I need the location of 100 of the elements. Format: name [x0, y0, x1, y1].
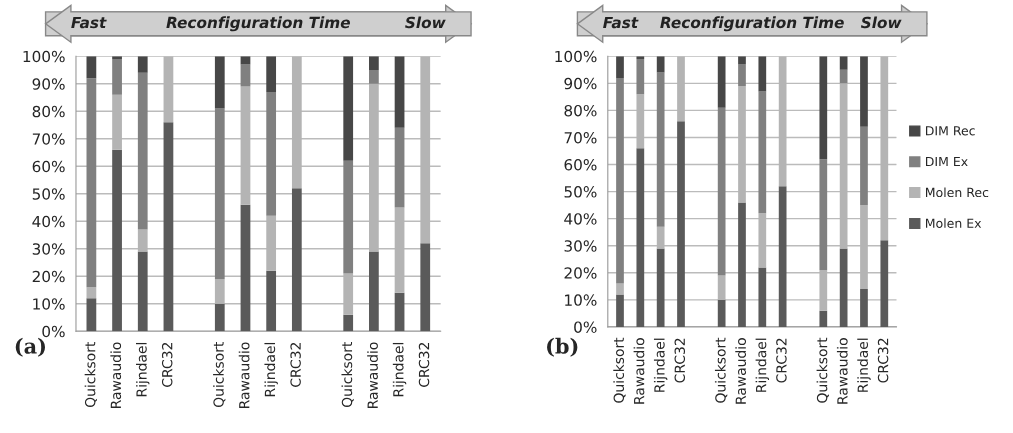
bar [343, 160, 354, 274]
bar [860, 126, 868, 206]
bar [819, 159, 828, 271]
bar [839, 56, 848, 70]
bar [214, 108, 225, 279]
text: Reconfiguration Time [660, 16, 844, 32]
bar [369, 56, 379, 71]
bar [656, 56, 665, 73]
y-tick-label: 100% [23, 50, 65, 63]
x-tick-label: Rawaudio [633, 338, 645, 404]
x-tick-label: CRC32 [418, 343, 430, 387]
legend-label: DIM Ex [926, 156, 968, 167]
x-tick-label: Quicksort [816, 337, 829, 403]
bar [291, 188, 302, 332]
bar [343, 314, 354, 332]
legend-label: Molen Rec [926, 187, 989, 198]
bar [616, 283, 624, 295]
bar [677, 121, 685, 327]
text: Fast [603, 16, 639, 29]
y-tick-label: 10% [33, 298, 65, 310]
bar [738, 202, 746, 327]
bar [214, 303, 225, 332]
bar [616, 56, 624, 78]
bar [86, 78, 97, 288]
bar [758, 267, 767, 327]
bar [819, 310, 828, 327]
bar [420, 243, 431, 332]
bar [163, 122, 174, 332]
y-tick-label: 90% [32, 78, 65, 90]
bar [880, 240, 889, 327]
x-tick-label: CRC32 [877, 338, 889, 383]
text: (a) [15, 337, 46, 357]
bar [240, 204, 251, 332]
y-tick-label: 30% [32, 243, 65, 255]
bar [137, 72, 148, 230]
x-tick-label: Rawaudio [238, 342, 250, 408]
x-tick-label: Quicksort [613, 337, 626, 403]
bar [394, 292, 405, 332]
bar [778, 186, 787, 327]
bar [369, 251, 379, 332]
bar [616, 77, 624, 284]
y-tick-label: 20% [32, 270, 65, 283]
x-tick-label: CRC32 [161, 343, 173, 387]
y-tick-label: 40% [564, 213, 597, 225]
bar [343, 56, 354, 161]
legend-label: DIM Rec [926, 126, 975, 136]
bar [758, 56, 767, 92]
bar [717, 56, 726, 108]
x-tick-label: Rijndael [755, 338, 770, 392]
bar [717, 107, 726, 276]
y-tick-label: 100% [555, 50, 597, 63]
bar [717, 299, 726, 327]
y-tick-label: 0% [574, 321, 597, 333]
bar [394, 56, 405, 128]
x-tick-label: Rijndael [653, 338, 668, 392]
x-tick-label: Quicksort [714, 337, 728, 403]
text: (b) [547, 337, 578, 357]
x-tick-label: Rawaudio [110, 342, 122, 408]
x-tick-label: Rawaudio [735, 338, 747, 404]
y-tick-label: 80% [32, 105, 65, 118]
bar [86, 287, 97, 299]
x-tick-label: Rijndael [857, 338, 871, 392]
bar [656, 72, 665, 227]
y-tick-label: 0% [42, 325, 65, 338]
text: Slow [405, 16, 446, 29]
bar [758, 91, 767, 214]
y-tick-label: 70% [32, 133, 65, 145]
bar [860, 289, 868, 327]
bar [112, 149, 122, 332]
x-tick-label: Quicksort [84, 341, 98, 408]
x-tick-label: Rijndael [136, 342, 150, 397]
bar [839, 69, 848, 84]
y-tick-label: 30% [564, 240, 597, 252]
x-tick-label: Rawaudio [836, 338, 848, 404]
bar [394, 127, 405, 208]
bar [819, 56, 828, 160]
y-tick-label: 50% [564, 186, 597, 198]
x-tick-label: Rijndael [392, 342, 407, 397]
y-tick-label: 60% [564, 159, 597, 171]
bar [266, 56, 277, 93]
y-tick-label: 60% [32, 160, 65, 173]
bar [137, 251, 148, 332]
bar [137, 56, 148, 73]
bar [86, 298, 97, 332]
bar [369, 70, 379, 84]
bar [240, 56, 251, 65]
text: Fast [71, 16, 107, 29]
bar [636, 148, 645, 327]
y-tick-label: 20% [564, 267, 597, 279]
y-tick-label: 80% [564, 104, 597, 117]
bar [636, 59, 645, 95]
y-tick-label: 40% [32, 215, 65, 228]
bar [266, 92, 277, 216]
bar [266, 270, 277, 332]
y-tick-label: 50% [32, 188, 65, 200]
y-tick-label: 70% [564, 131, 597, 144]
x-tick-label: CRC32 [290, 343, 301, 387]
y-tick-label: 10% [565, 294, 597, 306]
x-tick-label: Rawaudio [367, 342, 378, 408]
bar [214, 56, 225, 109]
